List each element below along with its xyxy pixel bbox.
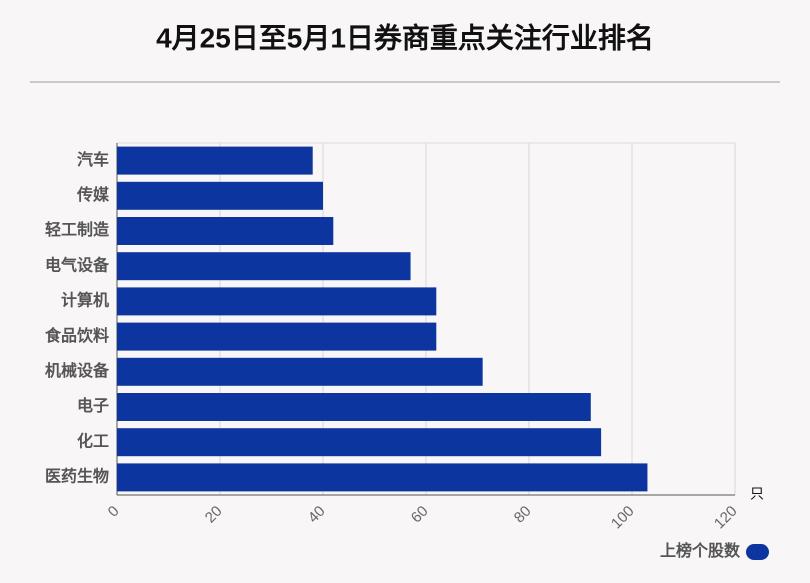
y-tick-label: 医药生物 <box>45 467 109 486</box>
bar <box>117 463 648 492</box>
bar <box>117 252 411 281</box>
x-axis-unit: 只 <box>750 486 764 502</box>
bar <box>117 322 437 351</box>
y-tick-label: 电子 <box>77 396 109 415</box>
y-tick-label: 机械设备 <box>45 361 110 380</box>
y-tick-label: 汽车 <box>77 150 109 169</box>
bar <box>117 146 313 175</box>
bar <box>117 393 591 421</box>
chart-title: 4月25日至5月1日券商重点关注行业排名 <box>156 21 654 53</box>
bar <box>117 357 483 386</box>
bar <box>117 181 323 210</box>
y-tick-label: 电气设备 <box>45 255 110 274</box>
legend-swatch <box>746 544 769 560</box>
bar <box>117 287 437 316</box>
y-tick-label: 轻工制造 <box>45 220 110 239</box>
legend-label: 上榜个股数 <box>660 541 741 560</box>
y-tick-label: 传媒 <box>76 185 110 204</box>
bar <box>117 428 602 457</box>
y-tick-label: 食品饮料 <box>44 326 109 345</box>
y-tick-label: 计算机 <box>61 291 109 310</box>
bar <box>117 217 334 245</box>
y-tick-label: 化工 <box>77 431 109 450</box>
